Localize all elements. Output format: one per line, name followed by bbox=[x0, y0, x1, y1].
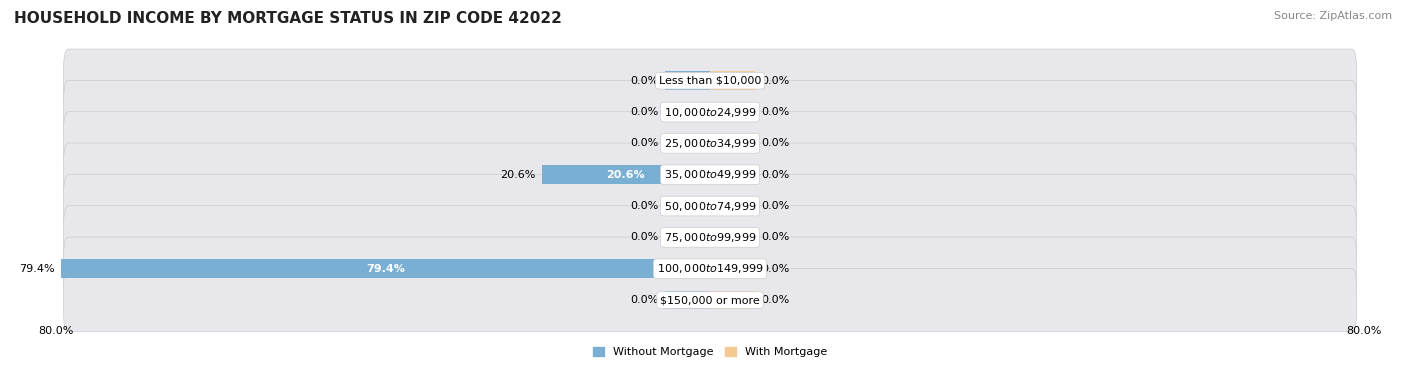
FancyBboxPatch shape bbox=[63, 112, 1357, 175]
Legend: Without Mortgage, With Mortgage: Without Mortgage, With Mortgage bbox=[589, 343, 831, 362]
Bar bbox=[60, 259, 710, 278]
Text: 0.0%: 0.0% bbox=[762, 295, 790, 305]
Text: $100,000 to $149,999: $100,000 to $149,999 bbox=[657, 262, 763, 275]
Bar bbox=[665, 291, 710, 310]
Bar bbox=[710, 291, 755, 310]
Text: Less than $10,000: Less than $10,000 bbox=[659, 76, 761, 86]
Bar bbox=[710, 103, 755, 121]
Text: 0.0%: 0.0% bbox=[630, 201, 658, 211]
FancyBboxPatch shape bbox=[63, 49, 1357, 112]
Bar bbox=[665, 197, 710, 216]
Text: 79.4%: 79.4% bbox=[18, 264, 55, 274]
Bar bbox=[541, 165, 710, 184]
Bar bbox=[710, 165, 755, 184]
Bar bbox=[710, 71, 755, 90]
Text: $150,000 or more: $150,000 or more bbox=[661, 295, 759, 305]
FancyBboxPatch shape bbox=[63, 80, 1357, 144]
FancyBboxPatch shape bbox=[63, 175, 1357, 238]
Text: $10,000 to $24,999: $10,000 to $24,999 bbox=[664, 106, 756, 118]
FancyBboxPatch shape bbox=[63, 206, 1357, 269]
Bar bbox=[665, 71, 710, 90]
Text: 0.0%: 0.0% bbox=[630, 295, 658, 305]
Bar bbox=[665, 134, 710, 153]
Bar bbox=[665, 103, 710, 121]
Text: 0.0%: 0.0% bbox=[762, 264, 790, 274]
FancyBboxPatch shape bbox=[63, 237, 1357, 300]
Bar bbox=[710, 197, 755, 216]
Text: $35,000 to $49,999: $35,000 to $49,999 bbox=[664, 168, 756, 181]
Text: 0.0%: 0.0% bbox=[630, 76, 658, 86]
Bar bbox=[665, 228, 710, 247]
FancyBboxPatch shape bbox=[63, 268, 1357, 332]
Text: HOUSEHOLD INCOME BY MORTGAGE STATUS IN ZIP CODE 42022: HOUSEHOLD INCOME BY MORTGAGE STATUS IN Z… bbox=[14, 11, 562, 26]
Text: 0.0%: 0.0% bbox=[762, 76, 790, 86]
Text: 20.6%: 20.6% bbox=[499, 170, 536, 180]
Text: 0.0%: 0.0% bbox=[630, 232, 658, 242]
Bar bbox=[710, 228, 755, 247]
Text: 0.0%: 0.0% bbox=[762, 232, 790, 242]
Text: 0.0%: 0.0% bbox=[762, 107, 790, 117]
Text: Source: ZipAtlas.com: Source: ZipAtlas.com bbox=[1274, 11, 1392, 21]
Text: $75,000 to $99,999: $75,000 to $99,999 bbox=[664, 231, 756, 244]
Text: 0.0%: 0.0% bbox=[762, 170, 790, 180]
FancyBboxPatch shape bbox=[63, 143, 1357, 206]
Text: 0.0%: 0.0% bbox=[762, 138, 790, 149]
Text: $25,000 to $34,999: $25,000 to $34,999 bbox=[664, 137, 756, 150]
Text: 20.6%: 20.6% bbox=[606, 170, 645, 180]
Bar bbox=[710, 134, 755, 153]
Text: 0.0%: 0.0% bbox=[630, 138, 658, 149]
Text: 0.0%: 0.0% bbox=[630, 107, 658, 117]
Bar bbox=[710, 259, 755, 278]
Text: 79.4%: 79.4% bbox=[366, 264, 405, 274]
Text: 0.0%: 0.0% bbox=[762, 201, 790, 211]
Text: $50,000 to $74,999: $50,000 to $74,999 bbox=[664, 199, 756, 213]
